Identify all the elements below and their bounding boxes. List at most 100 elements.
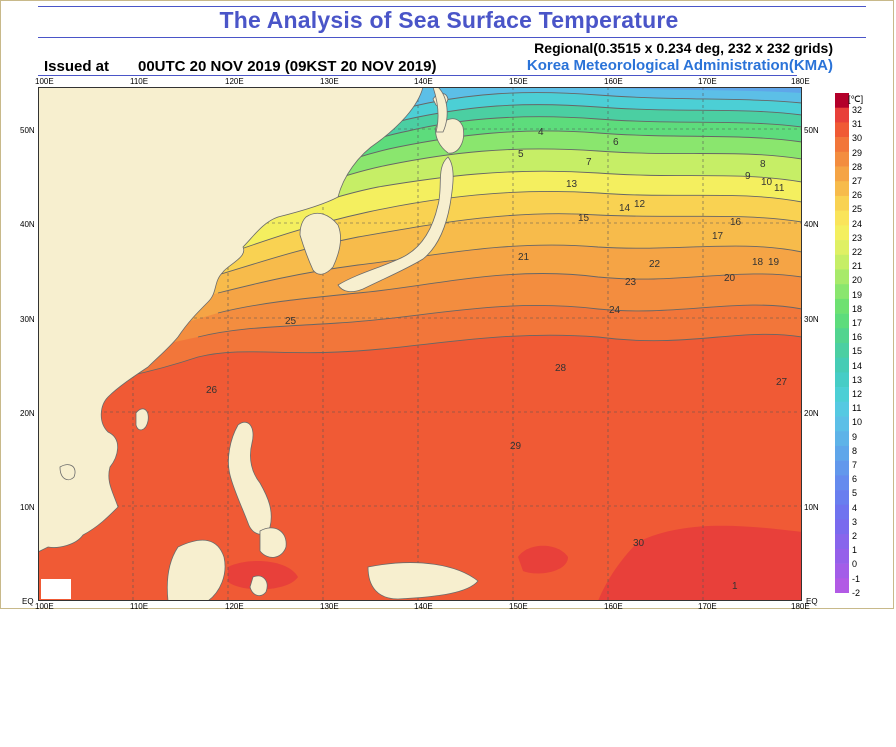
colorbar-label: -1 bbox=[852, 573, 861, 584]
colorbar-cell bbox=[835, 210, 849, 226]
lat-tick-right: 10N bbox=[804, 503, 819, 512]
contour-label: 9 bbox=[745, 171, 751, 182]
contour-label: 22 bbox=[649, 259, 661, 270]
colorbar-cell bbox=[835, 151, 849, 167]
colorbar-cell bbox=[835, 416, 849, 432]
contour-label: 10 bbox=[761, 177, 773, 188]
colorbar-cell bbox=[835, 445, 849, 461]
agency-name: Korea Meteorological Administration(KMA) bbox=[526, 57, 833, 74]
lat-tick-left: 50N bbox=[20, 126, 35, 135]
colorbar-cell bbox=[835, 578, 849, 593]
colorbar-label: 21 bbox=[852, 261, 863, 272]
colorbar-label: 10 bbox=[852, 417, 863, 428]
issued-label: Issued at bbox=[44, 58, 110, 75]
colorbar-cell bbox=[835, 93, 849, 109]
lat-tick-left: 20N bbox=[20, 409, 35, 418]
colorbar-label: 24 bbox=[852, 218, 863, 229]
header-rule bbox=[38, 75, 797, 76]
colorbar-cell bbox=[835, 357, 849, 373]
colorbar-cell bbox=[835, 343, 849, 359]
lon-tick-top: 160E bbox=[604, 77, 623, 86]
lon-tick-bottom: 150E bbox=[509, 602, 528, 611]
contour-label: 24 bbox=[609, 305, 621, 316]
contour-label: 18 bbox=[752, 257, 764, 268]
lon-tick-top: 140E bbox=[414, 77, 433, 86]
colorbar-cell bbox=[835, 328, 849, 344]
colorbar-label: 8 bbox=[852, 445, 858, 456]
contour-label: 27 bbox=[776, 377, 788, 388]
colorbar-label: 4 bbox=[852, 502, 858, 513]
colorbar-label: 12 bbox=[852, 389, 863, 399]
colorbar-cell bbox=[835, 225, 849, 241]
colorbar-cell bbox=[835, 298, 849, 314]
colorbar-label: 18 bbox=[852, 303, 863, 314]
colorbar-cell bbox=[835, 387, 849, 403]
colorbar-label: 25 bbox=[852, 204, 863, 215]
colorbar bbox=[835, 93, 849, 593]
colorbar-label: 5 bbox=[852, 488, 858, 499]
title-rule-bottom bbox=[38, 37, 866, 38]
colorbar-label: -2 bbox=[852, 587, 861, 598]
lon-tick-bottom: 100E bbox=[35, 602, 54, 611]
colorbar-label: 17 bbox=[852, 318, 863, 328]
colorbar-label: 15 bbox=[852, 346, 863, 357]
grid-resolution-text: Regional(0.3515 x 0.234 deg, 232 x 232 g… bbox=[534, 40, 833, 56]
colorbar-cell bbox=[835, 122, 849, 138]
contour-label: 11 bbox=[774, 183, 785, 194]
colorbar-cell bbox=[835, 254, 849, 270]
contour-label: 26 bbox=[206, 385, 218, 396]
lat-tick-right: 40N bbox=[804, 220, 819, 229]
figure-frame: The Analysis of Sea Surface Temperature … bbox=[0, 0, 894, 611]
contour-label: 21 bbox=[518, 252, 530, 263]
lat-tick-right: 20N bbox=[804, 409, 819, 418]
issued-time: 00UTC 20 NOV 2019 (09KST 20 NOV 2019) bbox=[138, 58, 437, 75]
lon-tick-bottom: 120E bbox=[225, 602, 244, 611]
lat-tick-right: 30N bbox=[804, 315, 819, 324]
colorbar-label: 22 bbox=[852, 247, 863, 257]
contour-label: 13 bbox=[566, 179, 578, 190]
contour-label: 6 bbox=[613, 137, 619, 148]
colorbar-cell bbox=[835, 431, 849, 447]
contour-label: 15 bbox=[578, 213, 590, 224]
colorbar-label: 7 bbox=[852, 460, 858, 470]
colorbar-label: 19 bbox=[852, 289, 863, 300]
colorbar-cell bbox=[835, 490, 849, 506]
colorbar-label: 31 bbox=[852, 119, 863, 130]
colorbar-label: 32 bbox=[852, 105, 863, 115]
colorbar-label: 28 bbox=[852, 161, 863, 172]
lon-tick-bottom: 160E bbox=[604, 602, 623, 611]
colorbar-label: 27 bbox=[852, 176, 863, 186]
lon-tick-top: 150E bbox=[509, 77, 528, 86]
lat-tick-left: 10N bbox=[20, 503, 35, 512]
contour-label: 29 bbox=[510, 441, 522, 452]
lat-tick-left: EQ bbox=[22, 597, 34, 606]
contour-label: 14 bbox=[619, 203, 631, 214]
colorbar-label: 11 bbox=[852, 403, 862, 414]
colorbar-label: 9 bbox=[852, 431, 858, 442]
colorbar-cell bbox=[835, 240, 849, 256]
colorbar-cell bbox=[835, 460, 849, 476]
contour-label: 7 bbox=[586, 157, 592, 168]
colorbar-label: 29 bbox=[852, 147, 863, 158]
lat-tick-right: EQ bbox=[806, 597, 818, 606]
contour-label: 28 bbox=[555, 363, 567, 374]
lon-tick-top: 180E bbox=[791, 77, 810, 86]
colorbar-label: 6 bbox=[852, 474, 858, 485]
colorbar-cell bbox=[835, 181, 849, 197]
contour-label: 1 bbox=[732, 581, 738, 592]
colorbar-label: 23 bbox=[852, 232, 863, 243]
lat-tick-right: 50N bbox=[804, 126, 819, 135]
contour-label: 8 bbox=[760, 159, 766, 170]
lon-tick-bottom: 130E bbox=[320, 602, 339, 611]
lon-tick-top: 130E bbox=[320, 77, 339, 86]
colorbar-label: 20 bbox=[852, 275, 863, 286]
colorbar-cell bbox=[835, 166, 849, 182]
colorbar-label: 26 bbox=[852, 190, 863, 201]
contour-label: 5 bbox=[518, 149, 524, 160]
contour-label: 25 bbox=[285, 316, 297, 327]
colorbar-cell bbox=[835, 137, 849, 153]
sst-map: 4 5 6 7 8 9 10 11 12 13 14 15 16 17 18 1… bbox=[38, 87, 802, 601]
contour-label: 12 bbox=[634, 199, 646, 210]
lon-tick-bottom: 140E bbox=[414, 602, 433, 611]
colorbar-cell bbox=[835, 107, 849, 123]
